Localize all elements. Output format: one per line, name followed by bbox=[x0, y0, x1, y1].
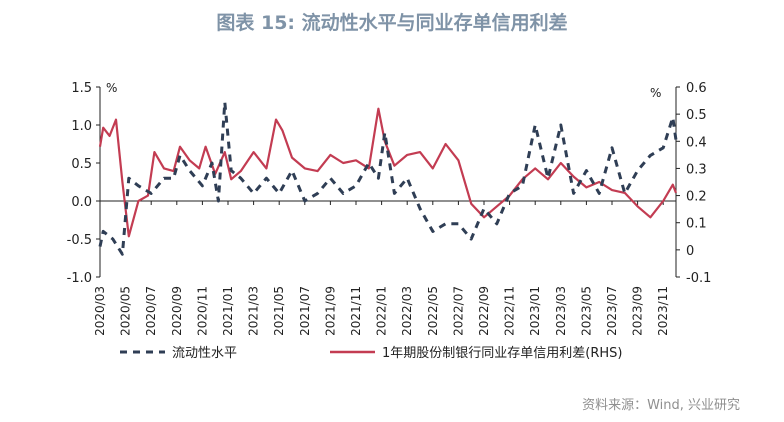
right-tick-label: 0.2 bbox=[686, 190, 707, 205]
x-tick-label: 2023/09 bbox=[631, 286, 645, 336]
x-tick-label: 2021/05 bbox=[272, 286, 286, 336]
left-tick-label: -1.0 bbox=[67, 271, 92, 286]
x-tick-label: 2022/03 bbox=[400, 286, 414, 336]
left-unit-label: % bbox=[106, 81, 117, 95]
x-tick-label: 2020/07 bbox=[144, 286, 158, 336]
right-tick-label: -0.1 bbox=[686, 271, 711, 286]
x-tick-label: 2021/07 bbox=[298, 286, 312, 336]
right-tick-label: 0.1 bbox=[686, 217, 707, 232]
legend: 流动性水平 1年期股份制银行同业存单信用利差(RHS) bbox=[120, 346, 622, 361]
x-tick-label: 2021/09 bbox=[323, 286, 337, 336]
legend-label-liquidity: 流动性水平 bbox=[172, 346, 237, 361]
right-tick-label: 0.3 bbox=[686, 162, 707, 177]
x-tick-label: 2022/05 bbox=[426, 286, 440, 336]
left-tick-label: 1.0 bbox=[71, 119, 92, 134]
series-lines bbox=[98, 100, 678, 256]
x-tick-label: 2021/11 bbox=[349, 286, 363, 336]
x-tick-label: 2020/05 bbox=[119, 286, 133, 336]
x-tick-label: 2023/05 bbox=[579, 286, 593, 336]
x-tick-label: 2021/01 bbox=[221, 286, 235, 336]
spread-series-line bbox=[98, 107, 678, 238]
x-tick-label: 2023/07 bbox=[605, 286, 619, 336]
chart-canvas: %% 1.51.00.50.0-0.5-1.0 0.60.50.40.30.20… bbox=[67, 81, 712, 361]
right-axis-ticks: 0.6 0.5 0.4 0.3 0.2 0.1 0 -0.1 bbox=[676, 81, 711, 286]
right-tick-label: 0.4 bbox=[686, 135, 707, 150]
left-tick-label: 0.0 bbox=[71, 195, 92, 210]
x-tick-label: 2022/11 bbox=[503, 286, 517, 336]
source-note: 资料来源：Wind, 兴业研究 bbox=[582, 398, 740, 413]
x-tick-label: 2022/01 bbox=[375, 286, 389, 336]
x-tick-label: 2022/09 bbox=[477, 286, 491, 336]
left-tick-label: 1.5 bbox=[71, 81, 92, 96]
chart-title: 图表 15: 流动性水平与同业存单信用利差 bbox=[216, 12, 568, 34]
legend-label-spread: 1年期股份制银行同业存单信用利差(RHS) bbox=[382, 346, 622, 361]
x-tick-label: 2020/09 bbox=[170, 286, 184, 336]
x-axis-ticks: 2020/03 2020/05 2020/07 2020/09 2020/11 2021/… bbox=[93, 201, 670, 336]
left-axis-ticks: 1.5 1.0 0.5 0.0 -0.5 -1.0 bbox=[67, 81, 100, 286]
x-tick-label: 2020/11 bbox=[195, 286, 209, 336]
left-tick-label: -0.5 bbox=[67, 233, 92, 248]
liquidity-series-line bbox=[98, 100, 678, 256]
x-tick-label: 2022/07 bbox=[451, 286, 465, 336]
right-tick-label: 0.6 bbox=[686, 81, 707, 96]
right-unit-label: % bbox=[650, 86, 661, 100]
x-tick-label: 2023/03 bbox=[554, 286, 568, 336]
right-tick-label: 0.5 bbox=[686, 108, 707, 123]
left-tick-label: 0.5 bbox=[71, 157, 92, 172]
right-tick-label: 0 bbox=[686, 244, 694, 259]
x-tick-label: 2023/01 bbox=[528, 286, 542, 336]
x-tick-label: 2023/11 bbox=[656, 286, 670, 336]
x-tick-label: 2021/03 bbox=[247, 286, 261, 336]
x-tick-label: 2020/03 bbox=[93, 286, 107, 336]
